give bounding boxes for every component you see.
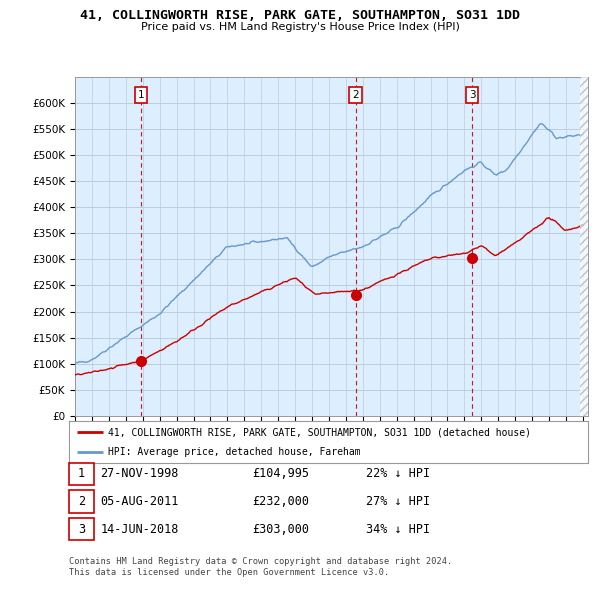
Text: 41, COLLINGWORTH RISE, PARK GATE, SOUTHAMPTON, SO31 1DD: 41, COLLINGWORTH RISE, PARK GATE, SOUTHA… — [80, 9, 520, 22]
Text: 3: 3 — [469, 90, 475, 100]
Text: 34% ↓ HPI: 34% ↓ HPI — [366, 523, 430, 536]
Text: 27-NOV-1998: 27-NOV-1998 — [100, 467, 179, 480]
Bar — [580, 77, 588, 416]
Text: HPI: Average price, detached house, Fareham: HPI: Average price, detached house, Fare… — [108, 447, 361, 457]
Text: £303,000: £303,000 — [252, 523, 309, 536]
Text: 22% ↓ HPI: 22% ↓ HPI — [366, 467, 430, 480]
Text: 2: 2 — [352, 90, 359, 100]
Text: Contains HM Land Registry data © Crown copyright and database right 2024.: Contains HM Land Registry data © Crown c… — [69, 558, 452, 566]
Text: 27% ↓ HPI: 27% ↓ HPI — [366, 495, 430, 508]
Text: Price paid vs. HM Land Registry's House Price Index (HPI): Price paid vs. HM Land Registry's House … — [140, 22, 460, 32]
Text: 3: 3 — [78, 523, 85, 536]
Text: £104,995: £104,995 — [252, 467, 309, 480]
Text: 05-AUG-2011: 05-AUG-2011 — [100, 495, 179, 508]
Text: 14-JUN-2018: 14-JUN-2018 — [100, 523, 179, 536]
Text: 1: 1 — [78, 467, 85, 480]
Text: 2: 2 — [78, 495, 85, 508]
Text: 1: 1 — [138, 90, 145, 100]
Text: £232,000: £232,000 — [252, 495, 309, 508]
Text: This data is licensed under the Open Government Licence v3.0.: This data is licensed under the Open Gov… — [69, 568, 389, 577]
Text: 41, COLLINGWORTH RISE, PARK GATE, SOUTHAMPTON, SO31 1DD (detached house): 41, COLLINGWORTH RISE, PARK GATE, SOUTHA… — [108, 427, 531, 437]
